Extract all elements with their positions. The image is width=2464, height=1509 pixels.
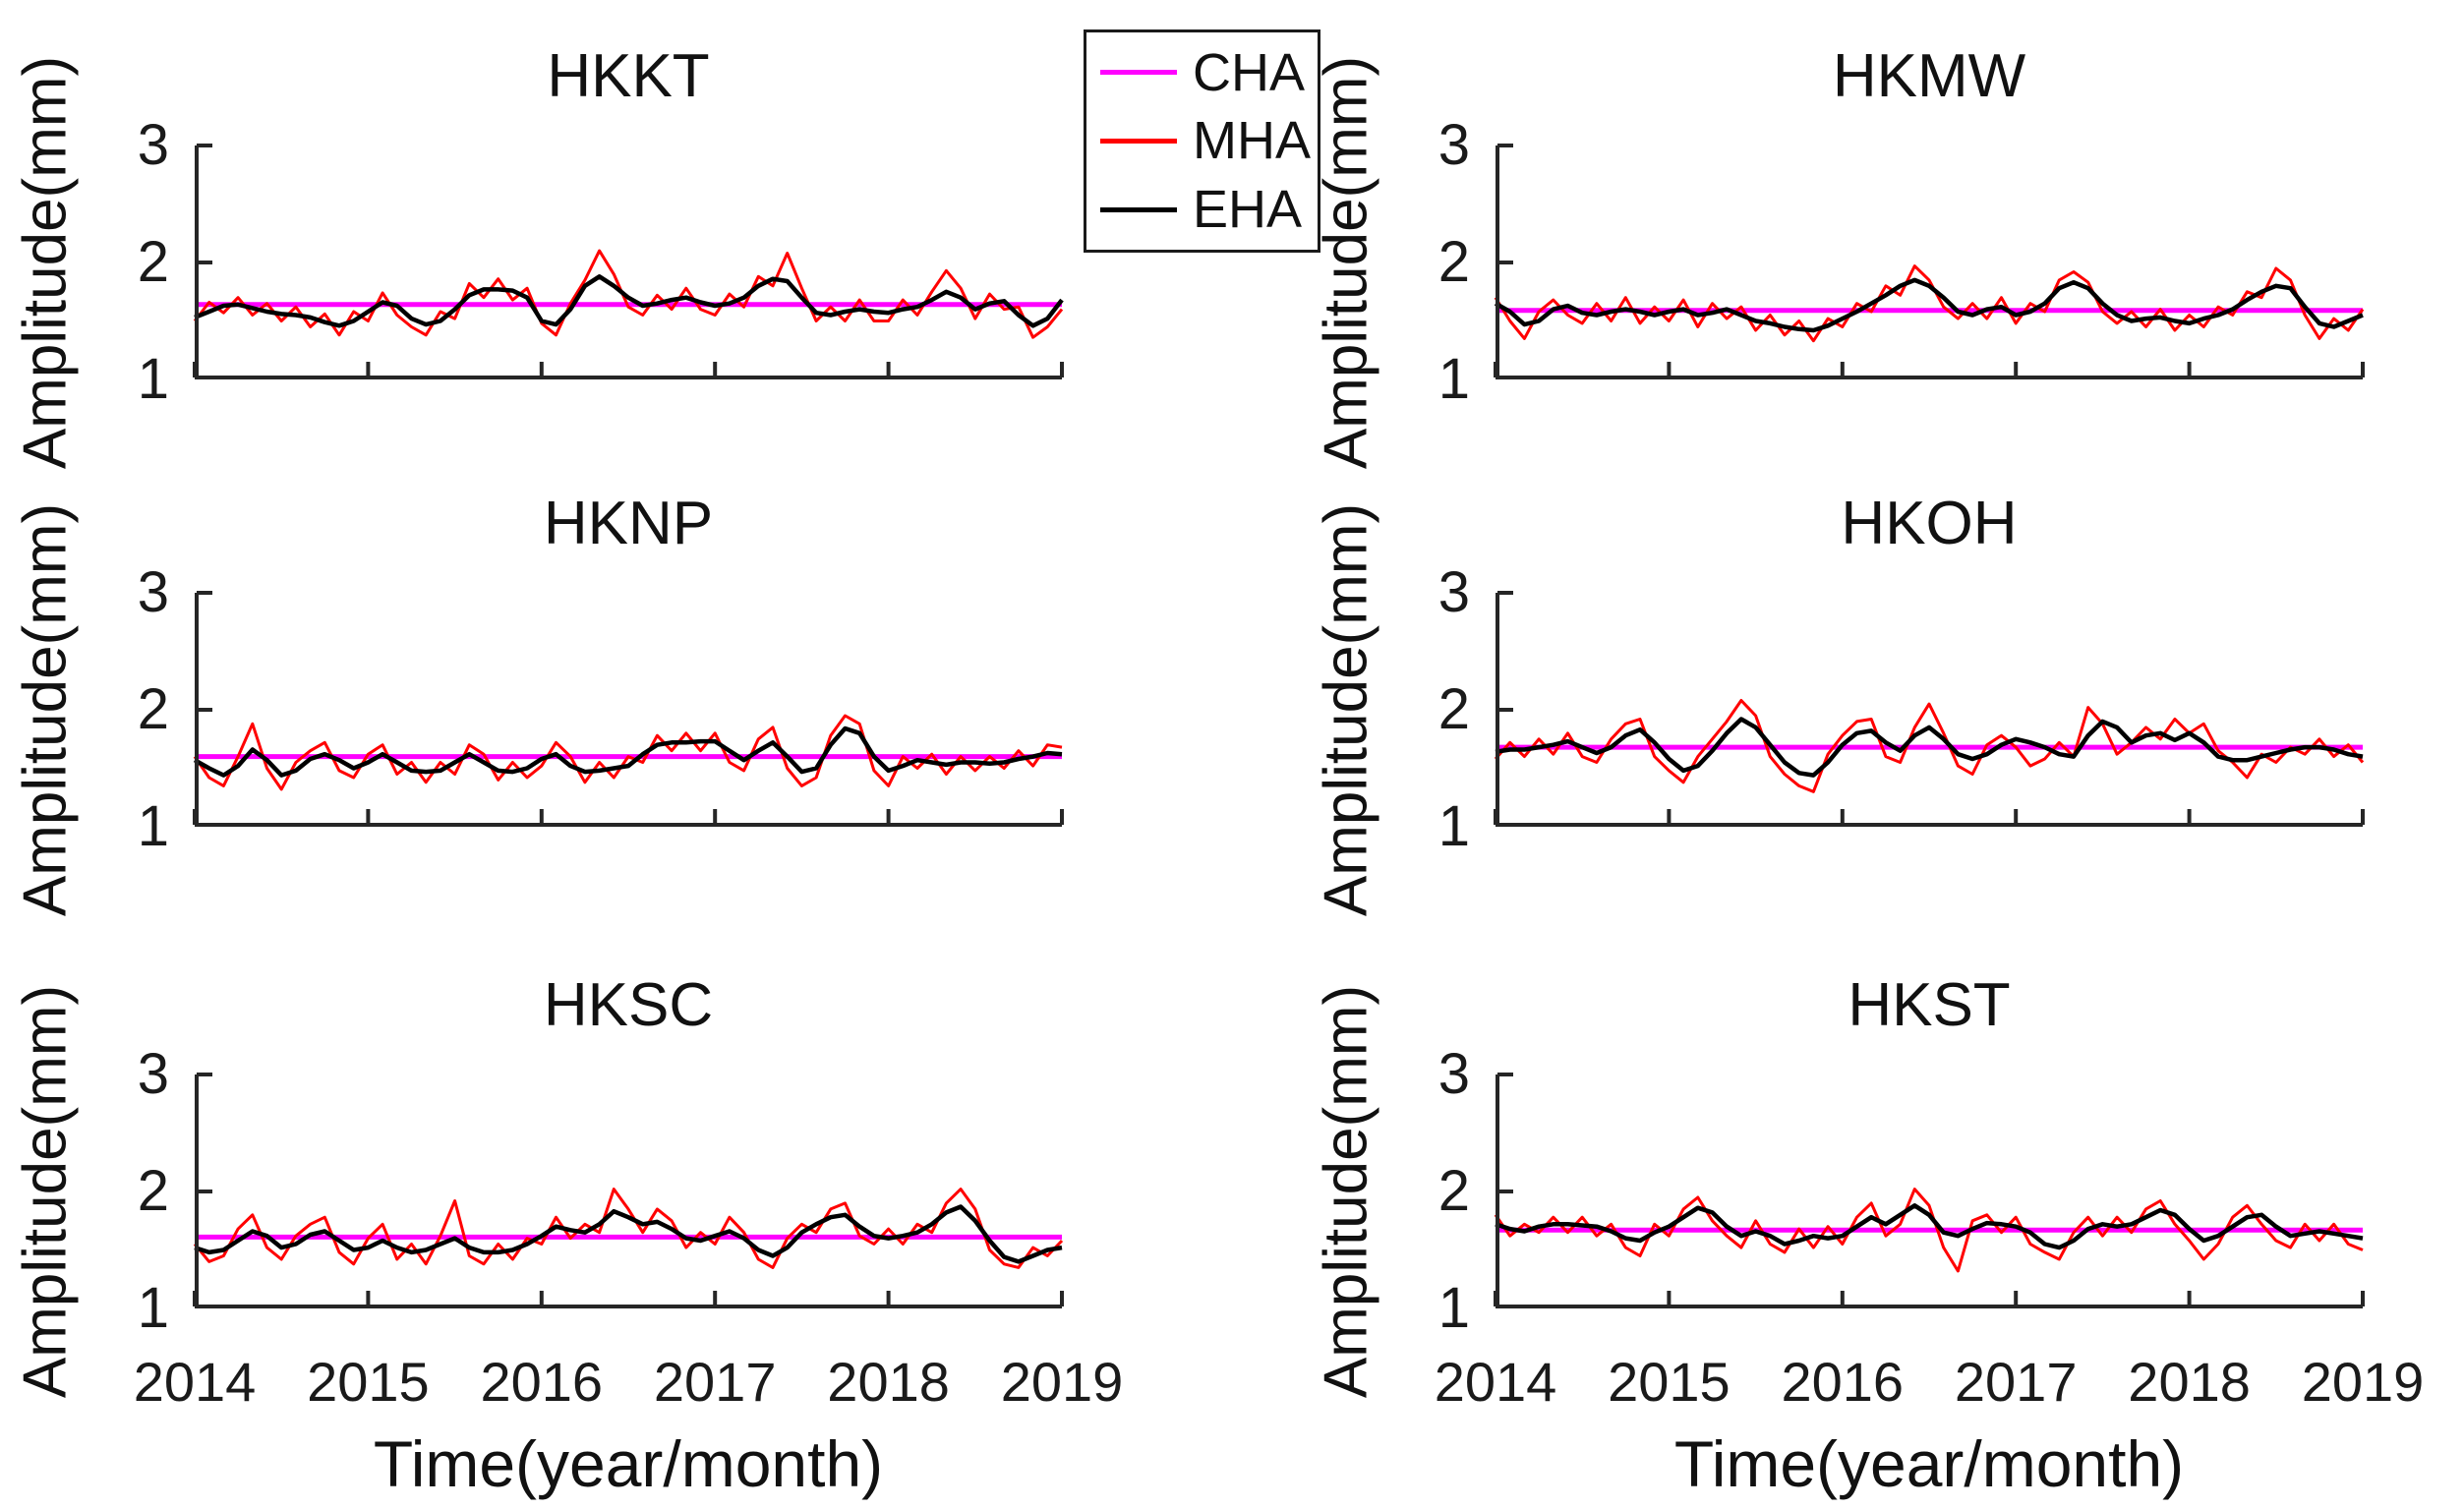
eha-line-sample xyxy=(1100,206,1177,212)
y-axis-label: Amplitude(mm) xyxy=(1312,55,1380,470)
subplot-hkst: HKST Amplitude(mm) Time(year/month) 1 2 3 2… xyxy=(1313,971,2425,1500)
subplot-title: HKKT xyxy=(547,42,710,110)
eha-series-line xyxy=(193,725,1063,778)
y-tick-label: 2 xyxy=(137,1159,169,1223)
eha-series-line xyxy=(194,274,1064,328)
mha-series-line xyxy=(1494,1188,2364,1273)
legend-label-cha: CHA xyxy=(1193,42,1306,102)
subplot-title: HKSC xyxy=(543,971,714,1039)
x-axis-label: Time(year/month) xyxy=(1673,1427,2185,1500)
y-tick-label: 2 xyxy=(137,230,169,294)
y-tick-label: 1 xyxy=(1437,794,1470,858)
subplot-title: HKNP xyxy=(543,490,714,557)
subplot-hkmw: HKMW Amplitude(mm) 1 2 3 xyxy=(1313,42,2365,469)
y-tick-label: 1 xyxy=(137,794,169,858)
subplot-hksc: HKSC Amplitude(mm) Time(year/month) 1 2 3 2… xyxy=(12,971,1124,1500)
x-tick-label: 2014 xyxy=(133,1351,257,1413)
legend-box: CHA MHA EHA xyxy=(1084,29,1320,253)
x-tick-label: 2019 xyxy=(2301,1351,2425,1413)
y-tick-label: 2 xyxy=(1437,1159,1470,1223)
x-tick-label: 2017 xyxy=(1954,1351,2078,1413)
y-tick-label: 1 xyxy=(1437,347,1470,411)
y-axis-label: Amplitude(mm) xyxy=(1312,502,1380,917)
y-axis-label: Amplitude(mm) xyxy=(1312,984,1380,1399)
y-tick-label: 3 xyxy=(1437,1042,1470,1106)
y-tick-label: 1 xyxy=(137,1276,169,1340)
x-tick-label: 2018 xyxy=(827,1351,950,1413)
subplot-hkkt: HKKT Amplitude(mm) 1 2 3 xyxy=(12,42,1064,469)
legend-entry-eha: EHA xyxy=(1100,180,1318,239)
subplot-hkoh: HKOH Amplitude(mm) 1 2 3 xyxy=(1313,490,2365,916)
x-axis-label: Time(year/month) xyxy=(373,1427,884,1500)
y-axis-label: Amplitude(mm) xyxy=(11,984,80,1399)
x-tick-label: 2019 xyxy=(1000,1351,1124,1413)
y-axis-label: Amplitude(mm) xyxy=(11,55,80,470)
y-tick-label: 2 xyxy=(1437,677,1470,741)
subplot-title: HKMW xyxy=(1832,42,2026,110)
y-tick-label: 1 xyxy=(1437,1276,1470,1340)
x-tick-label: 2016 xyxy=(1781,1351,1905,1413)
eha-series-line xyxy=(1495,1203,2364,1250)
legend-entry-mha: MHA xyxy=(1100,111,1318,170)
plot-area xyxy=(193,591,1064,827)
mha-series-line xyxy=(1494,264,2365,343)
x-tick-label: 2015 xyxy=(1608,1351,1731,1413)
x-tick-label: 2017 xyxy=(653,1351,777,1413)
legend-entry-cha: CHA xyxy=(1100,43,1318,102)
y-tick-label: 2 xyxy=(1437,230,1470,294)
eha-series-line xyxy=(1494,277,2364,333)
mha-series-line xyxy=(193,714,1063,791)
cha-line-sample xyxy=(1100,70,1177,76)
plot-area xyxy=(1494,144,2365,379)
y-tick-label: 3 xyxy=(1437,560,1470,624)
legend-label-mha: MHA xyxy=(1193,111,1311,171)
x-tick-label: 2015 xyxy=(307,1351,430,1413)
plot-area xyxy=(193,144,1064,379)
plot-area xyxy=(193,1073,1064,1308)
y-tick-label: 2 xyxy=(137,677,169,741)
y-tick-label: 3 xyxy=(137,113,169,177)
mha-line-sample xyxy=(1100,138,1177,144)
x-tick-label: 2014 xyxy=(1434,1351,1557,1413)
plot-area xyxy=(1494,591,2365,827)
subplot-title: HKST xyxy=(1848,971,2011,1039)
subplot-hknp: HKNP Amplitude(mm) 1 2 3 xyxy=(12,490,1064,916)
x-tick-label: 2016 xyxy=(480,1351,604,1413)
plot-area xyxy=(1494,1073,2365,1308)
y-axis-label: Amplitude(mm) xyxy=(11,502,80,917)
y-tick-label: 3 xyxy=(137,1042,169,1106)
y-tick-label: 3 xyxy=(137,560,169,624)
x-tick-label: 2018 xyxy=(2128,1351,2251,1413)
legend-label-eha: EHA xyxy=(1193,180,1303,240)
eha-series-line xyxy=(194,1204,1063,1264)
y-tick-label: 1 xyxy=(137,347,169,411)
eha-series-line xyxy=(1495,717,2364,778)
y-tick-label: 3 xyxy=(1437,113,1470,177)
subplot-title: HKOH xyxy=(1841,490,2018,557)
mha-series-line xyxy=(193,249,1064,339)
mha-series-line xyxy=(1494,699,2365,793)
mha-series-line xyxy=(193,1188,1064,1269)
